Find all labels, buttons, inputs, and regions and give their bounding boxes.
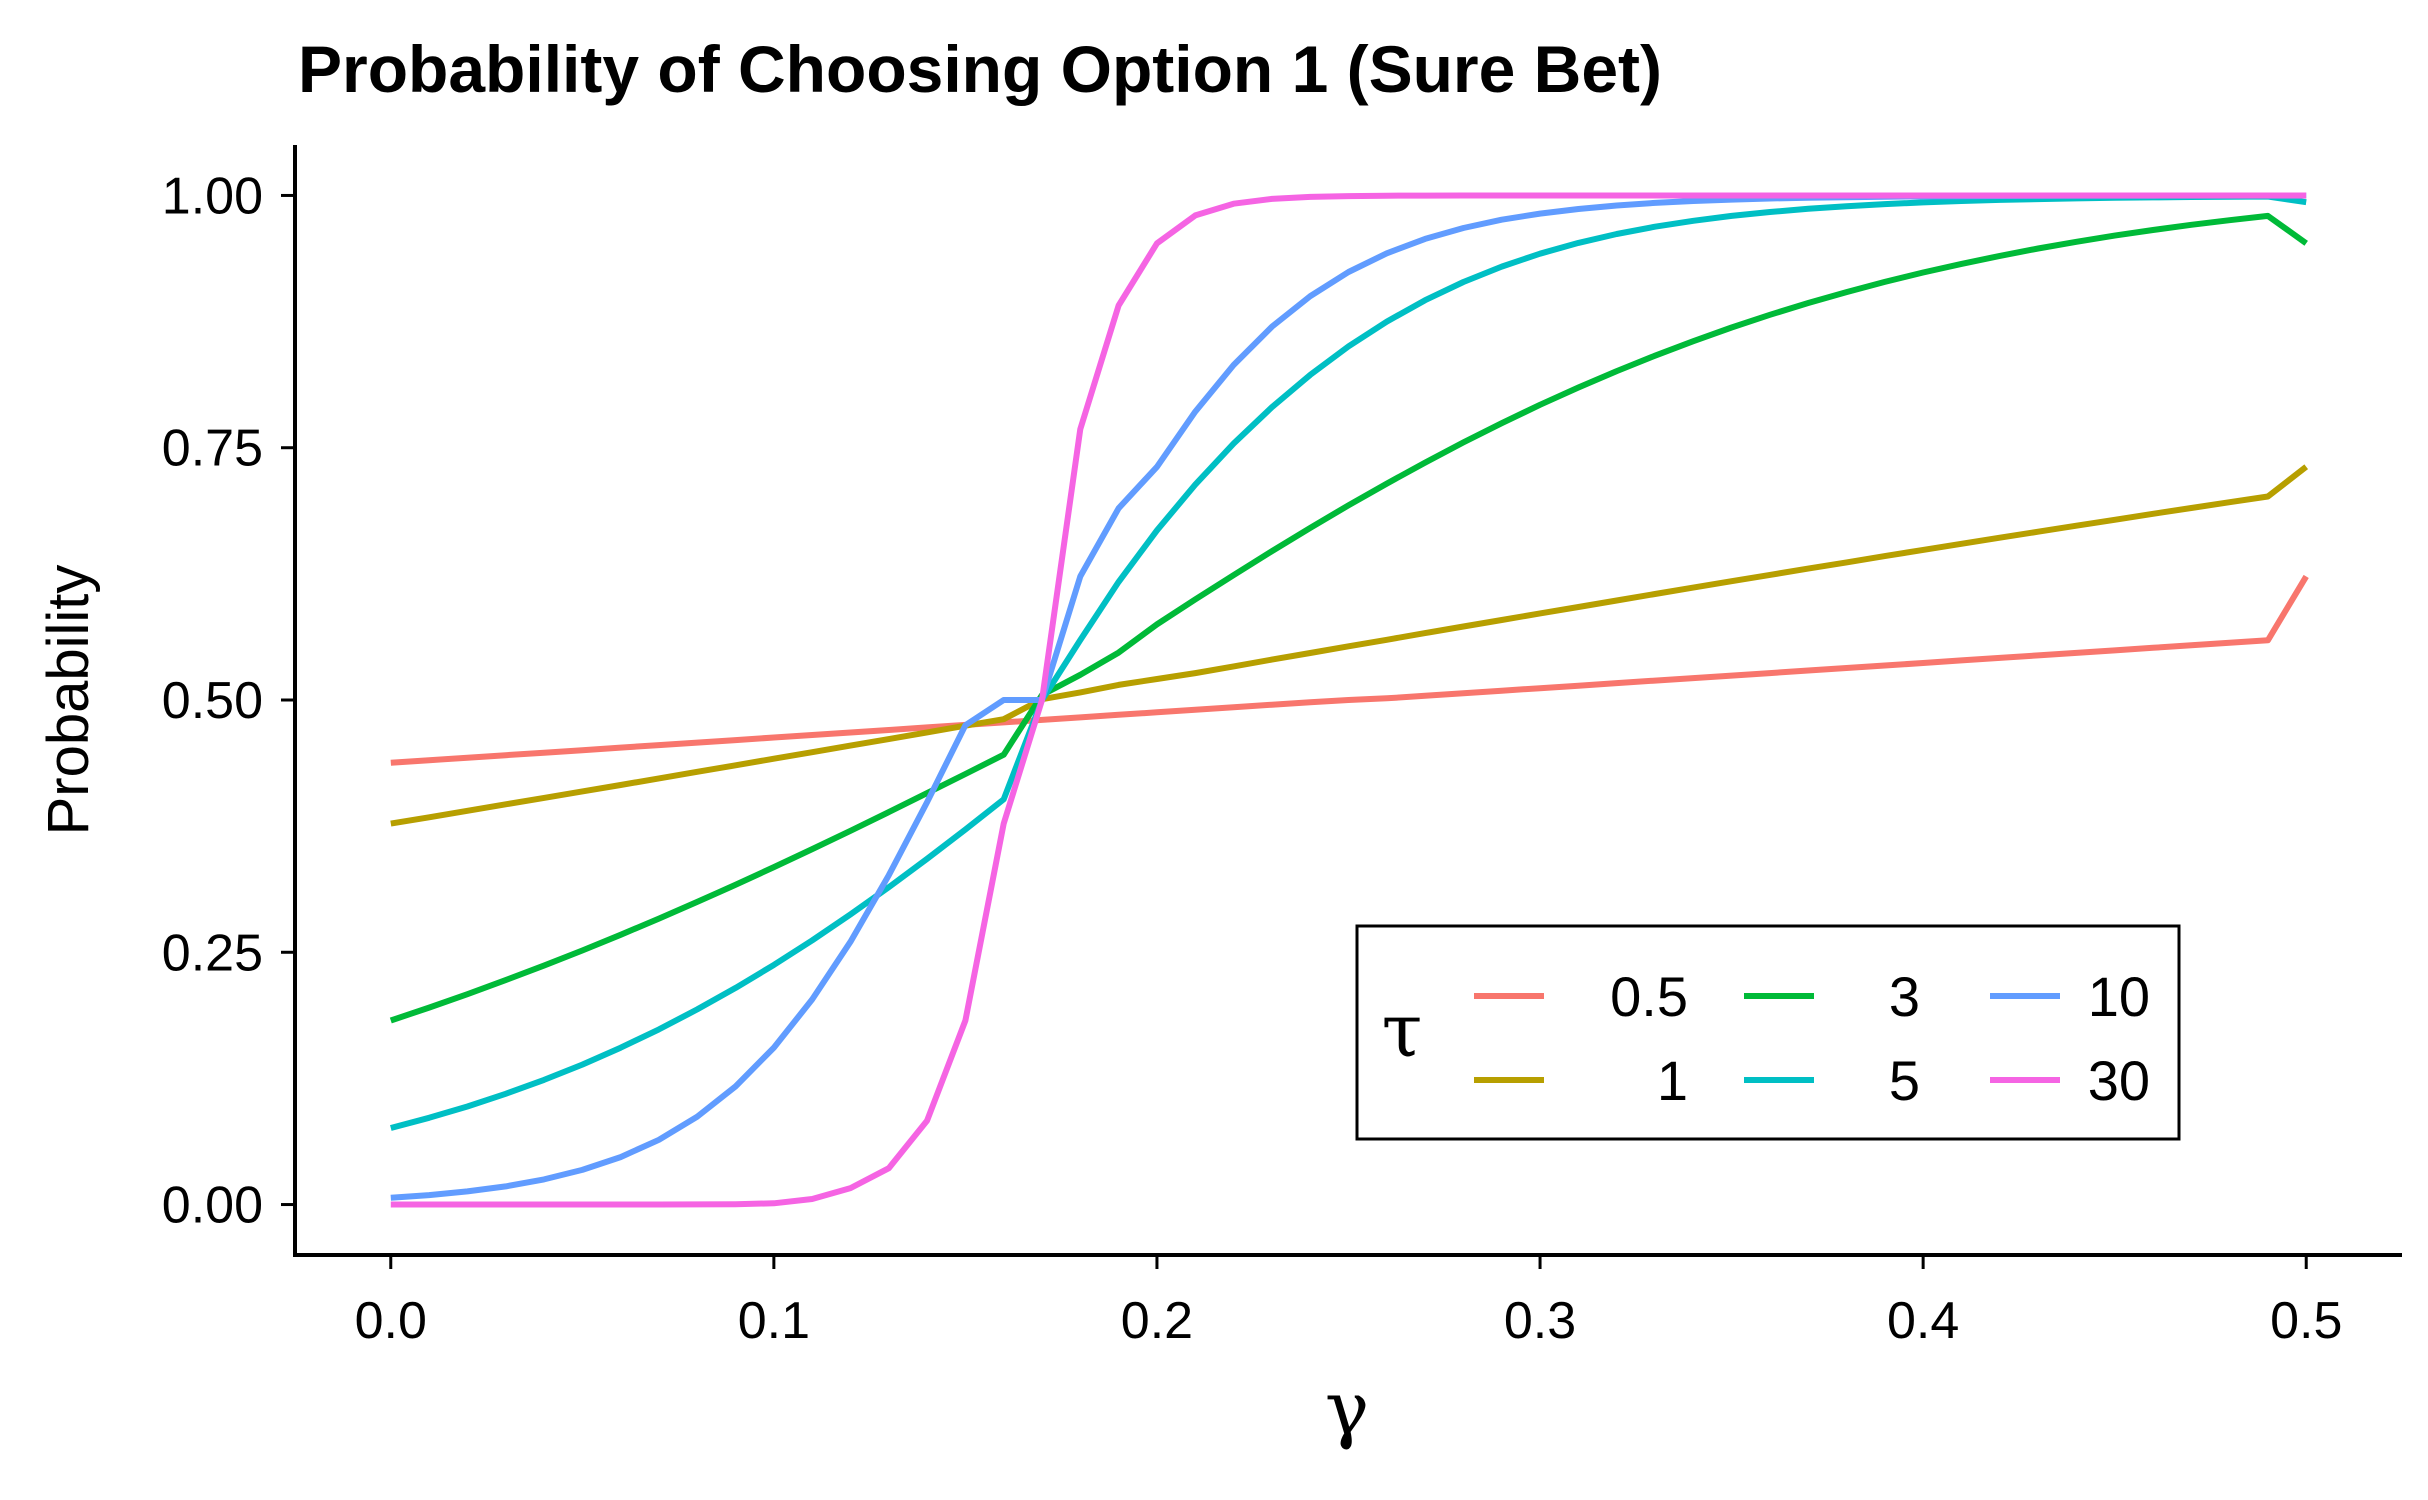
series-line-tau-30 [390,192,2307,1208]
legend-label: 3 [1889,965,1920,1028]
legend-label: 30 [2088,1049,2150,1112]
x-ticks: 0.0 0.1 0.2 0.3 0.4 0.5 [355,1255,2342,1350]
x-tick-label: 0.1 [738,1292,810,1350]
y-tick-label: 0.00 [162,1177,263,1235]
x-tick-label: 0.2 [1121,1292,1193,1350]
x-tick-label: 0.4 [1887,1292,1959,1350]
x-tick-label: 0.3 [1504,1292,1576,1350]
y-tick-label: 1.00 [162,167,263,225]
y-tick-label: 0.75 [162,420,263,478]
y-tick-label: 0.25 [162,924,263,982]
series-line-tau-0.5 [390,574,2309,766]
x-tick-label: 0.5 [2270,1292,2342,1350]
chart-title: Probability of Choosing Option 1 (Sure B… [298,32,1662,106]
x-axis-title: γ [1325,1366,1369,1452]
series-line-tau-1 [390,464,2309,827]
legend-title: τ [1382,988,1423,1074]
series-line-tau-3 [389,212,2308,1024]
series-lines [389,192,2309,1208]
legend-label: 0.5 [1610,965,1688,1028]
x-tick-label: 0.0 [355,1292,427,1350]
legend-label: 1 [1657,1049,1688,1112]
legend: τ 0.5 1 3 5 10 30 [1355,924,2181,1141]
series-line-tau-5 [390,193,2307,1131]
legend-label: 10 [2088,965,2150,1028]
legend-items: 0.5 1 3 5 10 30 [1474,965,2150,1112]
y-axis-title: Probability [36,565,101,836]
y-tick-label: 0.50 [162,672,263,730]
legend-box [1355,924,2181,1141]
legend-label: 5 [1889,1049,1920,1112]
y-ticks: 0.00 0.25 0.50 0.75 1.00 [162,167,295,1235]
